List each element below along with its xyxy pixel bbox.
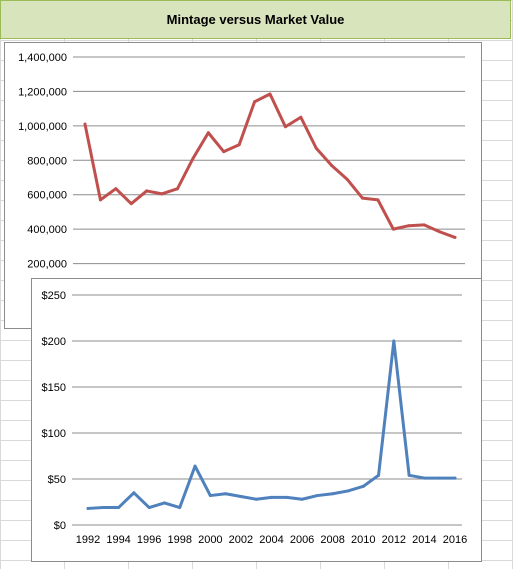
data-point xyxy=(86,506,90,510)
y-tick-label: $150 xyxy=(42,382,66,394)
data-point xyxy=(193,464,197,468)
market-value-series xyxy=(86,339,457,510)
y-tick-label: $200 xyxy=(42,336,66,348)
data-point xyxy=(377,473,381,477)
y-tick-label: 1,400,000 xyxy=(18,52,67,64)
data-point xyxy=(101,506,105,510)
data-point xyxy=(98,198,102,202)
data-point xyxy=(330,163,334,167)
mintage-series xyxy=(83,92,457,239)
data-point xyxy=(300,497,304,501)
market-value-y-tick-labels: $250 $200 $150 $100 $50 $0 xyxy=(42,290,66,532)
mintage-chart-svg: 1,400,000 1,200,000 1,000,000 800,000 600,00… xyxy=(18,52,465,271)
series-line xyxy=(86,339,457,510)
data-point xyxy=(253,100,257,104)
data-point xyxy=(299,115,303,119)
data-point xyxy=(361,196,364,200)
data-point xyxy=(117,506,121,510)
data-point xyxy=(283,125,287,129)
data-point xyxy=(376,198,380,202)
page-title: Mintage versus Market Value xyxy=(166,12,345,27)
data-point xyxy=(422,476,426,480)
x-tick-label: 2006 xyxy=(290,534,314,546)
data-point xyxy=(270,495,273,499)
data-point xyxy=(391,227,395,231)
data-point xyxy=(453,235,457,239)
y-tick-label: $0 xyxy=(54,520,66,532)
y-tick-label: 1,200,000 xyxy=(18,86,67,98)
x-tick-label: 1992 xyxy=(76,534,100,546)
y-tick-label: 600,000 xyxy=(27,190,67,202)
market-value-chart[interactable]: $250 $200 $150 $100 $50 $0 1992 1994 1996 1998 20… xyxy=(31,278,482,562)
x-tick-label: 1994 xyxy=(106,534,130,546)
data-point xyxy=(224,492,228,496)
market-value-gridlines xyxy=(72,294,462,526)
data-point xyxy=(83,122,87,126)
data-point xyxy=(222,150,226,154)
x-tick-label: 2012 xyxy=(382,534,406,546)
data-point xyxy=(145,189,149,193)
data-point xyxy=(208,494,212,498)
data-point xyxy=(129,202,133,206)
y-tick-label: 800,000 xyxy=(27,155,67,167)
x-tick-label: 2014 xyxy=(412,534,436,546)
y-tick-label: 200,000 xyxy=(27,259,67,271)
market-value-x-tick-labels: 1992 1994 1996 1998 2000 2002 2004 2006 2008 2010… xyxy=(76,534,467,546)
y-tick-label: $50 xyxy=(48,474,66,486)
x-tick-label: 2002 xyxy=(229,534,253,546)
x-tick-label: 2010 xyxy=(351,534,375,546)
data-point xyxy=(147,506,151,510)
data-point xyxy=(422,223,426,227)
mintage-y-tick-labels: 1,400,000 1,200,000 1,000,000 800,000 600,00… xyxy=(18,52,67,271)
data-point xyxy=(392,339,396,343)
y-tick-label: $250 xyxy=(42,290,66,302)
data-point xyxy=(331,492,335,496)
x-tick-label: 1998 xyxy=(168,534,192,546)
data-point xyxy=(407,473,411,477)
data-point xyxy=(237,143,241,147)
x-tick-label: 1996 xyxy=(137,534,161,546)
data-point xyxy=(453,476,457,480)
data-point xyxy=(315,494,319,498)
data-point xyxy=(345,177,349,181)
data-point xyxy=(191,157,195,161)
x-tick-label: 2000 xyxy=(198,534,222,546)
data-point xyxy=(346,489,350,493)
data-point xyxy=(206,131,210,135)
data-point xyxy=(162,501,166,505)
data-point xyxy=(176,187,179,191)
data-point xyxy=(239,494,243,498)
data-point xyxy=(160,192,164,196)
data-point xyxy=(407,224,411,228)
data-point xyxy=(314,146,318,150)
data-point xyxy=(178,506,182,510)
x-tick-label: 2008 xyxy=(320,534,344,546)
market-value-chart-svg: $250 $200 $150 $100 $50 $0 1992 1994 1996 1998 20… xyxy=(42,290,468,546)
y-tick-label: $100 xyxy=(42,428,66,440)
x-tick-label: 2016 xyxy=(443,534,467,546)
x-tick-label: 2004 xyxy=(259,534,283,546)
data-point xyxy=(254,497,258,501)
data-point xyxy=(438,476,442,480)
data-point xyxy=(132,491,136,495)
chart-title-bar: Mintage versus Market Value xyxy=(0,0,511,39)
series-line xyxy=(83,92,457,239)
data-point xyxy=(114,187,118,191)
data-point xyxy=(285,495,289,499)
data-point xyxy=(438,230,442,234)
data-point xyxy=(361,484,365,488)
mintage-gridlines xyxy=(73,56,465,265)
y-tick-label: 1,000,000 xyxy=(18,121,67,133)
y-tick-label: 400,000 xyxy=(27,224,67,236)
data-point xyxy=(268,92,272,96)
